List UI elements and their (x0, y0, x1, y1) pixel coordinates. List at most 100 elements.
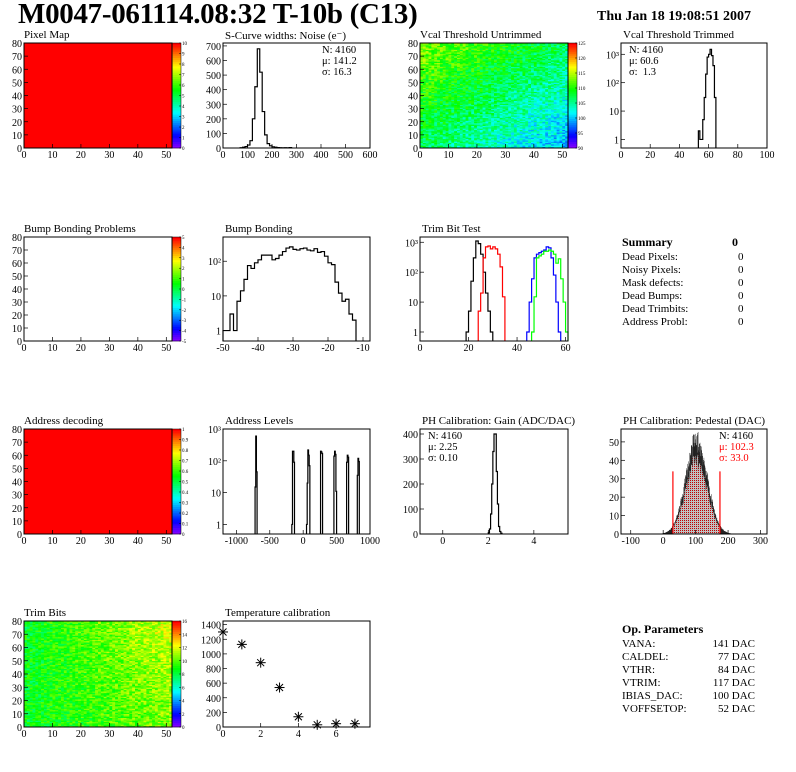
heatmap-cell (562, 57, 566, 60)
heatmap-cell (457, 121, 461, 124)
heatmap-cell (459, 145, 463, 147)
y-tick-label: 1 (614, 135, 619, 146)
heatmap-cell (445, 146, 449, 149)
heatmap-cell (476, 140, 481, 142)
heatmap-cell (505, 136, 509, 138)
heatmap-cell (445, 141, 449, 144)
palette-step (172, 91, 181, 94)
heatmap-cell (462, 145, 466, 147)
heatmap-cell (442, 65, 446, 67)
heatmap-cell (519, 82, 523, 84)
heatmap-cell (479, 46, 483, 49)
heatmap-cell (565, 145, 569, 147)
heatmap-cell (465, 94, 469, 96)
heatmap-cell (476, 117, 481, 120)
heatmap-cell (491, 83, 495, 86)
heatmap-cell (462, 136, 466, 138)
heatmap-cell (442, 70, 446, 73)
heatmap-cell (536, 48, 540, 50)
heatmap-cell (420, 77, 424, 79)
heatmap-cell (425, 61, 429, 63)
x-tick-label: 40 (133, 536, 143, 547)
heatmap-cell (491, 77, 495, 79)
heatmap-cell (439, 107, 444, 109)
heatmap-cell (425, 96, 429, 99)
heatmap-cell (465, 75, 469, 78)
heatmap-cell (556, 134, 560, 137)
heatmap-cell (565, 85, 569, 87)
heatmap-cell (425, 123, 429, 125)
heatmap-cell (442, 57, 446, 60)
heatmap-cell (462, 75, 466, 78)
heatmap-cell (462, 137, 466, 140)
heatmap-cell (431, 103, 435, 105)
heatmap-cell (454, 69, 458, 71)
heatmap-cell (513, 107, 518, 109)
palette-step (172, 255, 181, 259)
heatmap-cell (556, 82, 560, 84)
heatmap-cell (528, 88, 532, 91)
heatmap-cell (531, 83, 535, 86)
heatmap-cell (439, 145, 444, 147)
heatmap-cell (420, 70, 424, 73)
heatmap-cell (422, 54, 426, 57)
heatmap-cell (565, 49, 569, 52)
heatmap-cell (485, 61, 489, 63)
heatmap-cell (442, 98, 446, 100)
heatmap-cell (533, 75, 537, 78)
heatmap-cell (474, 43, 478, 45)
heatmap-cell (556, 64, 560, 66)
heatmap-cell (471, 71, 475, 74)
heatmap-cell (422, 53, 426, 56)
heatmap-cell (431, 125, 435, 128)
heatmap-cell (434, 44, 438, 46)
heatmap-cell (479, 109, 483, 112)
heatmap-cell (531, 144, 535, 146)
heatmap-cell (491, 56, 495, 58)
y-tick-label: 10 (211, 489, 221, 500)
heatmap-cell (482, 106, 486, 108)
heatmap-cell (519, 128, 523, 130)
heatmap-cell (437, 65, 441, 67)
heatmap-cell (474, 134, 478, 137)
heatmap-cell (531, 66, 535, 69)
heatmap-cell (513, 62, 518, 65)
palette-tick-label: 0.2 (182, 512, 189, 517)
heatmap-cell (482, 116, 486, 119)
heatmap-cell (508, 57, 512, 60)
heatmap-cell (439, 119, 444, 121)
heatmap-cell (468, 82, 472, 84)
heatmap-cell (437, 60, 441, 62)
heatmap-cell (562, 117, 566, 120)
heatmap-cell (511, 52, 515, 54)
heatmap-cell (502, 90, 506, 92)
heatmap-cell (533, 130, 537, 133)
heatmap-cell (454, 146, 458, 149)
heatmap-cell (488, 71, 492, 74)
heatmap-cell (465, 82, 469, 84)
heatmap-cell (488, 90, 492, 92)
heatmap-cell (488, 79, 492, 82)
heatmap-cell (559, 87, 563, 90)
heatmap-cell (508, 73, 512, 75)
heatmap-cell (454, 50, 458, 53)
palette-step (172, 127, 181, 130)
heatmap-cell (459, 66, 463, 69)
heatmap-cell (448, 90, 452, 92)
heatmap-cell (528, 66, 532, 69)
heatmap-cell (465, 113, 469, 116)
heatmap-cell (468, 67, 472, 70)
heatmap-cell (556, 49, 560, 52)
heatmap-cell (542, 48, 546, 50)
heatmap-cell (539, 121, 543, 124)
palette-step (172, 447, 181, 451)
heatmap-cell (491, 98, 495, 100)
heatmap-cell (499, 71, 503, 74)
heatmap-cell (494, 146, 498, 149)
heatmap-cell (496, 146, 500, 149)
heatmap-cell (496, 120, 500, 123)
heatmap-cell (553, 91, 557, 94)
heatmap-cell (476, 95, 481, 98)
heatmap-cell (539, 90, 543, 92)
heatmap-cell (468, 45, 472, 48)
